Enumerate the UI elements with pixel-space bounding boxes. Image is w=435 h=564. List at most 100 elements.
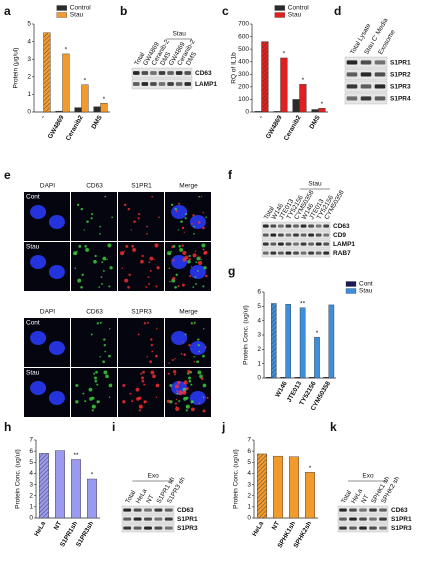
y-tick-label: 500 [238,46,249,53]
y-tick-label: 6 [257,289,261,296]
blot-band [133,71,140,75]
puncta [173,373,176,376]
column-label: Merge [179,183,198,190]
y-tick-label: 3 [257,332,261,339]
puncta [202,396,205,398]
blot-band [278,251,284,255]
puncta [140,372,143,375]
column-label: DAPI [40,309,55,316]
blot-band [346,96,358,101]
legend-label: Stau [288,12,302,19]
puncta [195,282,197,285]
blot-band [270,242,277,246]
x-tick-label: W146 [274,380,289,399]
row-label: CD63 [333,223,350,230]
row-label: Cont [26,194,40,201]
significance-mark: * [316,330,319,337]
puncta [77,278,82,283]
blot-band [346,84,358,89]
column-label: DAPI [40,183,55,190]
blot-band [293,251,299,255]
puncta [180,220,183,223]
blot-band [360,60,372,65]
puncta [186,406,188,408]
puncta [106,258,108,261]
panel-letter: k [330,420,337,434]
y-tick-label: 600 [238,33,249,40]
puncta [198,402,201,404]
puncta [190,322,194,325]
puncta [155,383,160,388]
puncta [184,333,187,336]
row-label: LAMP1 [195,81,217,88]
puncta [174,285,177,289]
puncta [131,245,134,248]
bar [285,303,291,379]
puncta [108,354,111,358]
puncta [123,250,125,253]
row-label: S1PR2 [390,72,411,79]
nucleus [171,205,188,219]
blot-band [270,251,277,255]
puncta [128,273,131,277]
puncta [85,248,90,252]
puncta [140,259,144,264]
puncta [125,244,129,248]
blot-band [323,251,330,255]
micrograph [118,192,164,241]
puncta [107,243,112,248]
puncta [111,216,113,219]
significance-mark: * [302,77,305,84]
blot-band [164,508,173,512]
y-tick-label: 2 [257,346,261,353]
puncta [175,406,180,411]
bar [254,111,262,113]
bar [273,111,281,113]
puncta [137,333,140,336]
bar [43,32,51,113]
x-tick-label: NT [53,520,63,531]
bar [280,377,286,379]
blot-band [379,526,387,530]
bar [81,84,89,113]
blot-band [133,508,142,512]
puncta [141,254,144,258]
puncta [172,370,177,374]
puncta [141,376,144,380]
puncta [201,243,206,248]
y-tick-label: 1 [27,91,31,98]
puncta [168,362,170,364]
puncta [96,402,99,404]
significance-mark: * [65,47,68,54]
puncta [150,343,153,347]
puncta [135,387,140,392]
puncta [183,231,185,233]
puncta [129,392,132,395]
puncta [143,402,146,404]
puncta [158,216,160,219]
y-tick-label: 0 [27,109,31,116]
blot-header: Exo [362,473,374,480]
puncta [188,257,191,261]
puncta [108,383,113,388]
puncta [123,203,127,207]
puncta [181,244,184,247]
puncta [148,261,151,264]
puncta [81,273,84,277]
puncta [171,358,174,361]
y-tick-label: 5 [247,459,251,466]
blot-band [369,508,377,512]
puncta [192,286,195,288]
puncta [187,259,191,264]
y-tick-label: 2 [27,74,31,81]
puncta [197,221,201,224]
blot-band [374,72,386,77]
puncta [188,254,191,258]
puncta [101,282,103,285]
puncta [104,350,107,353]
y-tick-label: 0 [245,109,249,116]
x-tick-label: Ceranib2 [283,114,303,142]
y-axis-label: RQ of IL1b [231,52,238,84]
nucleus [189,215,206,229]
legend-swatch [56,5,67,11]
